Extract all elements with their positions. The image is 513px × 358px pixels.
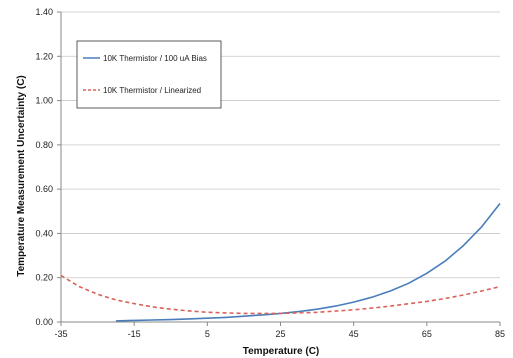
y-tick-label: 1.40	[35, 7, 53, 17]
y-axis-ticks: 0.00 0.20 0.40 0.60 0.80 1.00 1.20 1.40	[35, 7, 61, 327]
y-tick-label: 0.80	[35, 140, 53, 150]
y-tick-label: 0.60	[35, 184, 53, 194]
x-axis-ticks: -35 -15 5 25 45 65 85	[54, 322, 505, 339]
x-tick-label: -15	[128, 329, 141, 339]
y-tick-label: 1.20	[35, 51, 53, 61]
x-tick-label: 25	[275, 329, 285, 339]
x-tick-label: -35	[54, 329, 67, 339]
y-tick-label: 0.20	[35, 273, 53, 283]
legend: 10K Thermistor / 100 uA Bias 10K Thermis…	[76, 40, 222, 109]
x-tick-label: 45	[349, 329, 359, 339]
y-tick-label: 0.00	[35, 317, 53, 327]
series-line-linearized	[60, 274, 501, 315]
x-tick-label: 65	[422, 329, 432, 339]
grid-lines	[61, 11, 500, 279]
legend-label-bias: 10K Thermistor / 100 uA Bias	[103, 54, 207, 63]
series-lines	[60, 203, 501, 322]
legend-label-linearized: 10K Thermistor / Linearized	[103, 86, 201, 95]
series-line-bias	[115, 203, 501, 322]
y-tick-label: 1.00	[35, 96, 53, 106]
x-tick-label: 85	[495, 329, 505, 339]
y-tick-label: 0.40	[35, 228, 53, 238]
y-axis-title: Temperature Measurement Uncertainty (C)	[16, 75, 27, 277]
x-axis-title: Temperature (C)	[243, 346, 320, 357]
legend-box	[76, 40, 222, 109]
x-tick-label: 5	[205, 329, 210, 339]
